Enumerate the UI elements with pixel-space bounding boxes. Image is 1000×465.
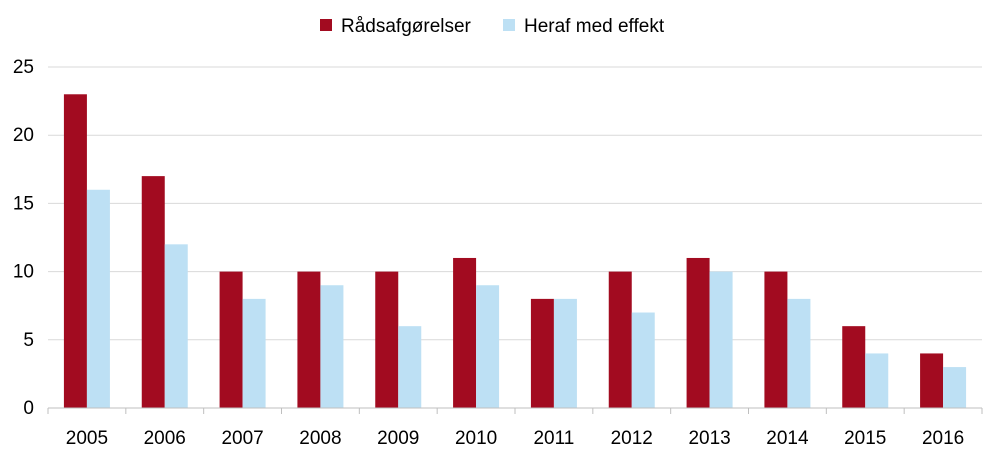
legend-swatch <box>320 19 332 31</box>
x-tick-label: 2009 <box>377 428 419 449</box>
x-tick-label: 2012 <box>611 428 653 449</box>
legend-swatch <box>503 19 515 31</box>
x-tick-label: 2014 <box>766 428 809 449</box>
bar-raadsafgoerelser <box>842 326 866 408</box>
y-tick-label: 25 <box>13 57 34 78</box>
bar-raadsafgoerelser <box>530 298 554 408</box>
bar-heraf-med-effekt <box>553 298 577 408</box>
bar-raadsafgoerelser <box>920 353 944 408</box>
bar-raadsafgoerelser <box>764 271 788 408</box>
x-tick-label: 2005 <box>66 428 108 449</box>
x-tick-label: 2008 <box>299 428 341 449</box>
y-tick-label: 10 <box>13 262 34 283</box>
bars <box>63 94 967 408</box>
x-tick-label: 2011 <box>533 428 574 449</box>
gridlines <box>48 66 982 341</box>
bar-heraf-med-effekt <box>242 298 266 408</box>
bar-heraf-med-effekt <box>86 189 110 408</box>
bar-heraf-med-effekt <box>164 244 188 408</box>
bar-heraf-med-effekt <box>709 271 733 408</box>
bar-heraf-med-effekt <box>476 285 500 408</box>
bar-heraf-med-effekt <box>320 285 344 408</box>
x-tick-label: 2013 <box>688 428 730 449</box>
y-tick-label: 5 <box>23 330 34 351</box>
x-tick-label: 2010 <box>455 428 497 449</box>
bar-raadsafgoerelser <box>297 271 321 408</box>
bar-raadsafgoerelser <box>608 271 632 408</box>
x-tick-label: 2006 <box>144 428 186 449</box>
y-tick-label: 15 <box>13 193 34 214</box>
bar-heraf-med-effekt <box>865 353 889 408</box>
bar-raadsafgoerelser <box>219 271 243 408</box>
bar-raadsafgoerelser <box>375 271 399 408</box>
bar-heraf-med-effekt <box>398 326 422 408</box>
legend-label: Rådsafgørelser <box>341 16 472 37</box>
y-tick-label: 20 <box>13 125 34 146</box>
legend: Rådsafgørelser Heraf med effekt <box>320 16 665 37</box>
legend-label: Heraf med effekt <box>524 16 665 37</box>
x-tick-label: 2016 <box>922 428 964 449</box>
bar-raadsafgoerelser <box>141 176 165 408</box>
bar-heraf-med-effekt <box>787 298 811 408</box>
x-tick-label: 2007 <box>221 428 263 449</box>
bar-heraf-med-effekt <box>631 312 655 408</box>
bar-heraf-med-effekt <box>943 367 967 408</box>
y-tick-label: 0 <box>23 398 34 419</box>
x-tick-label: 2015 <box>844 428 886 449</box>
axes: 0 5 10 15 20 25 2005 2006 2007 2008 2009 2010 2011 20… <box>13 57 983 449</box>
bar-raadsafgoerelser <box>63 94 87 408</box>
bar-raadsafgoerelser <box>453 257 477 408</box>
bar-raadsafgoerelser <box>686 257 710 408</box>
